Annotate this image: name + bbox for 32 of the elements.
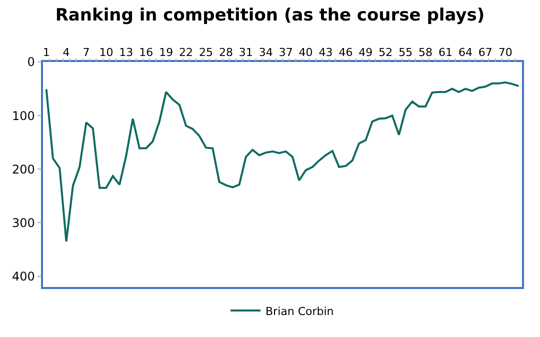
x-tick-label: 4 — [62, 46, 70, 59]
x-tick-label: 58 — [418, 46, 433, 59]
x-tick-label: 16 — [139, 46, 154, 59]
x-tick-label: 70 — [498, 46, 512, 59]
y-tick-label: 200 — [12, 162, 35, 176]
x-tick-label: 19 — [159, 46, 174, 59]
x-tick-label: 61 — [438, 46, 452, 59]
y-tick-label: 0 — [27, 55, 35, 70]
x-tick-label: 31 — [238, 46, 253, 59]
legend-label: Brian Corbin — [266, 304, 334, 318]
x-tick-label: 10 — [99, 46, 114, 59]
y-tick-label: 100 — [12, 108, 35, 123]
x-tick-label: 40 — [298, 46, 313, 59]
x-tick-label: 43 — [318, 46, 333, 59]
x-tick-label: 34 — [258, 46, 273, 59]
y-tick-label: 400 — [12, 269, 35, 284]
x-tick-label: 13 — [119, 46, 134, 59]
x-tick-label: 67 — [478, 46, 492, 59]
x-tick-label: 1 — [42, 46, 50, 59]
x-tick-label: 28 — [218, 46, 233, 59]
x-tick-label: 49 — [358, 46, 373, 59]
x-tick-label: 55 — [398, 46, 413, 59]
x-tick-label: 52 — [378, 46, 393, 59]
line-series — [45, 81, 520, 242]
x-tick-label: 64 — [458, 46, 472, 59]
chart-title: Ranking in competition (as the course plays) — [55, 5, 485, 26]
x-tick-label: 37 — [278, 46, 293, 59]
x-tick-label: 46 — [338, 46, 353, 59]
x-tick-label: 7 — [82, 46, 90, 59]
x-tick-label: 22 — [179, 46, 194, 59]
y-tick-label: 300 — [12, 216, 35, 230]
x-tick-label: 25 — [198, 46, 213, 59]
